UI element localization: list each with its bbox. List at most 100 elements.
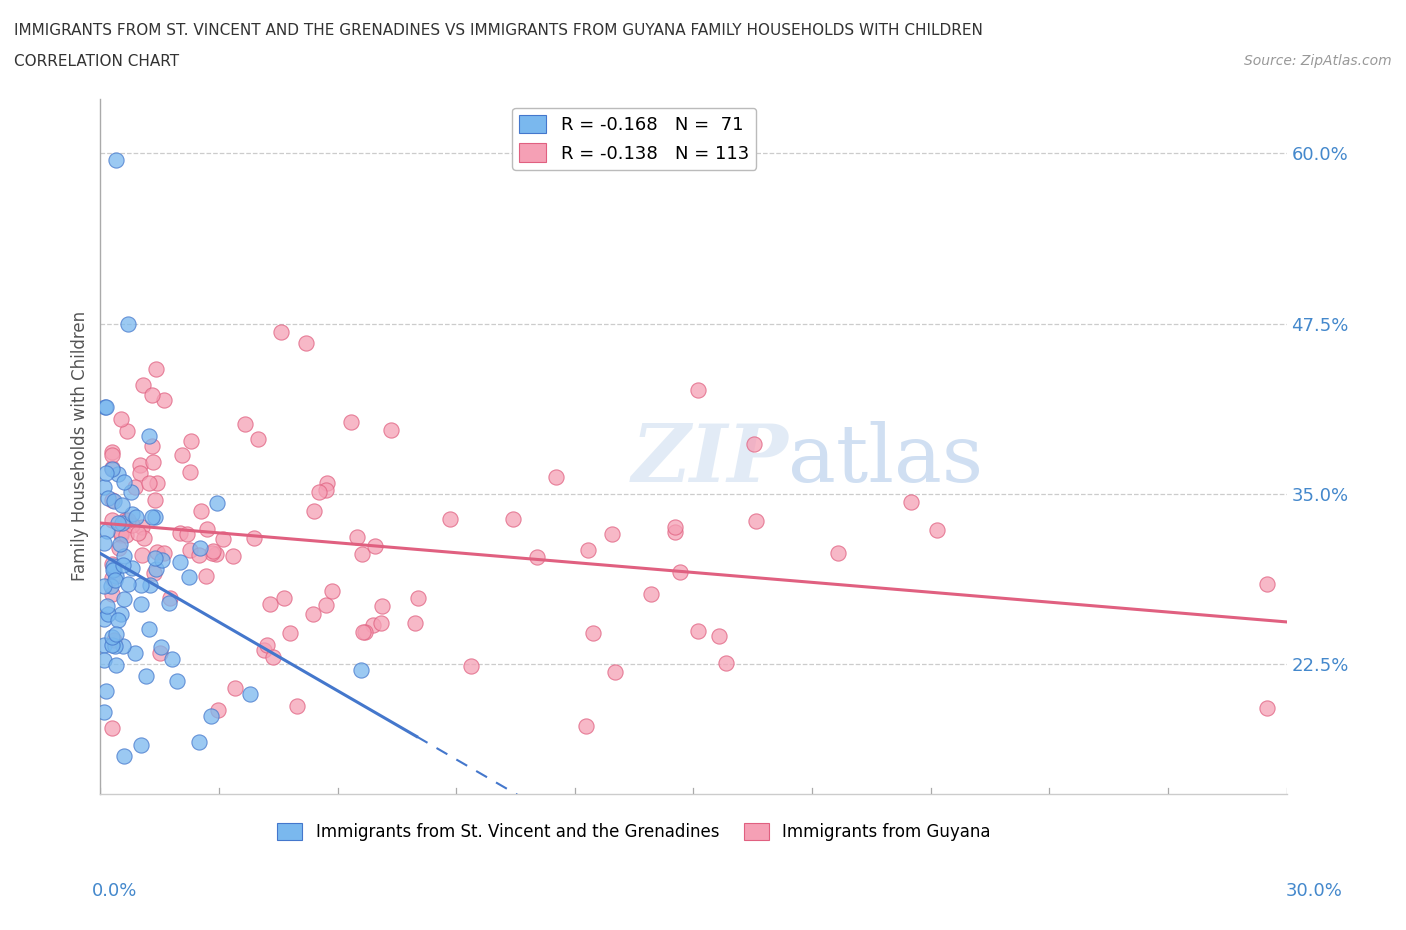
Point — [169, 525, 191, 540]
Point — [688, 624, 710, 639]
Point — [201, 546, 224, 561]
Point — [273, 591, 295, 605]
Point — [145, 362, 167, 377]
Point — [179, 542, 201, 557]
Point — [346, 529, 368, 544]
Point — [127, 525, 149, 540]
Text: Source: ZipAtlas.com: Source: ZipAtlas.com — [1244, 54, 1392, 68]
Point — [143, 510, 166, 525]
Point — [103, 559, 125, 574]
Point — [350, 662, 373, 677]
Point — [115, 424, 138, 439]
Point — [576, 543, 599, 558]
Point — [194, 569, 217, 584]
Point — [224, 681, 246, 696]
Y-axis label: Family Households with Children: Family Households with Children — [72, 312, 89, 581]
Point — [544, 469, 567, 484]
Point — [270, 325, 292, 339]
Point — [195, 522, 218, 537]
Point — [101, 563, 124, 578]
Point — [120, 485, 142, 499]
Point — [460, 658, 482, 673]
Point — [96, 599, 118, 614]
Point — [138, 429, 160, 444]
Point — [105, 153, 128, 167]
Point — [138, 621, 160, 636]
Point — [97, 606, 120, 621]
Point — [104, 573, 127, 588]
Point — [1256, 577, 1278, 591]
Point — [302, 607, 325, 622]
Point — [93, 536, 115, 551]
Point — [93, 705, 115, 720]
Point — [101, 445, 124, 459]
Point — [101, 461, 124, 476]
Point — [143, 565, 166, 580]
Point — [664, 525, 686, 540]
Point — [170, 447, 193, 462]
Point — [141, 387, 163, 402]
Point — [107, 613, 129, 628]
Point — [97, 491, 120, 506]
Point — [112, 549, 135, 564]
Point — [117, 577, 139, 591]
Point — [101, 630, 124, 644]
Point — [115, 527, 138, 542]
Point — [101, 493, 124, 508]
Point — [204, 547, 226, 562]
Point — [121, 518, 143, 533]
Point — [111, 498, 134, 512]
Point — [112, 591, 135, 606]
Point — [111, 557, 134, 572]
Point — [150, 552, 173, 567]
Point — [925, 523, 948, 538]
Point — [600, 526, 623, 541]
Point — [101, 721, 124, 736]
Point — [253, 642, 276, 657]
Point — [380, 422, 402, 437]
Point — [159, 591, 181, 605]
Point — [742, 437, 765, 452]
Point — [129, 737, 152, 752]
Point — [339, 415, 361, 430]
Point — [104, 627, 127, 642]
Point — [294, 335, 316, 350]
Point — [93, 638, 115, 653]
Point — [153, 392, 176, 407]
Point — [103, 632, 125, 647]
Point — [406, 591, 429, 605]
Point — [262, 649, 284, 664]
Point — [110, 525, 132, 540]
Point — [582, 625, 605, 640]
Point — [575, 719, 598, 734]
Point — [110, 527, 132, 542]
Point — [93, 653, 115, 668]
Point — [101, 461, 124, 476]
Point — [176, 526, 198, 541]
Point — [143, 551, 166, 565]
Point — [112, 749, 135, 764]
Text: 0.0%: 0.0% — [91, 882, 136, 899]
Point — [94, 400, 117, 415]
Point — [502, 512, 524, 526]
Point — [142, 455, 165, 470]
Point — [129, 458, 152, 472]
Point — [205, 496, 228, 511]
Point — [110, 607, 132, 622]
Point — [370, 616, 392, 631]
Point — [121, 507, 143, 522]
Point — [101, 587, 124, 602]
Point — [110, 412, 132, 427]
Point — [121, 561, 143, 576]
Point — [166, 673, 188, 688]
Point — [302, 503, 325, 518]
Point — [101, 637, 124, 652]
Point — [101, 570, 124, 585]
Point — [112, 474, 135, 489]
Point — [222, 549, 245, 564]
Point — [278, 625, 301, 640]
Point — [111, 515, 134, 530]
Point — [104, 568, 127, 583]
Point — [364, 538, 387, 553]
Text: ZIP: ZIP — [631, 421, 789, 498]
